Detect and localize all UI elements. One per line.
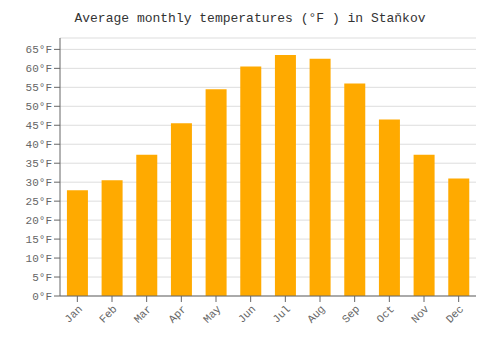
svg-text:50°F: 50°F (26, 101, 52, 113)
svg-text:60°F: 60°F (26, 63, 52, 75)
svg-text:May: May (201, 303, 224, 326)
svg-text:65°F: 65°F (26, 44, 52, 56)
svg-text:Aug: Aug (305, 303, 327, 325)
svg-text:20°F: 20°F (26, 215, 52, 227)
svg-text:Nov: Nov (409, 303, 432, 326)
svg-text:Jan: Jan (62, 303, 84, 325)
svg-text:55°F: 55°F (26, 82, 52, 94)
svg-text:Feb: Feb (97, 303, 119, 325)
svg-text:5°F: 5°F (32, 272, 52, 284)
svg-text:Mar: Mar (132, 303, 154, 325)
svg-text:Jun: Jun (236, 303, 258, 325)
svg-text:10°F: 10°F (26, 253, 52, 265)
html-text:Average monthly temperatures (: Average monthly temperatures (°F ) in St… (74, 11, 426, 26)
svg-text:Oct: Oct (374, 303, 396, 325)
svg-text:Dec: Dec (444, 303, 466, 325)
svg-text:25°F: 25°F (26, 196, 52, 208)
svg-text:30°F: 30°F (26, 177, 52, 189)
svg-text:0°F: 0°F (32, 291, 52, 303)
svg-text:Sep: Sep (340, 303, 362, 325)
svg-text:Apr: Apr (166, 303, 188, 325)
svg-text:45°F: 45°F (26, 120, 52, 132)
svg-text:40°F: 40°F (26, 139, 52, 151)
svg-text:Jul: Jul (270, 303, 292, 325)
svg-text:35°F: 35°F (26, 158, 52, 170)
svg-text:15°F: 15°F (26, 234, 52, 246)
